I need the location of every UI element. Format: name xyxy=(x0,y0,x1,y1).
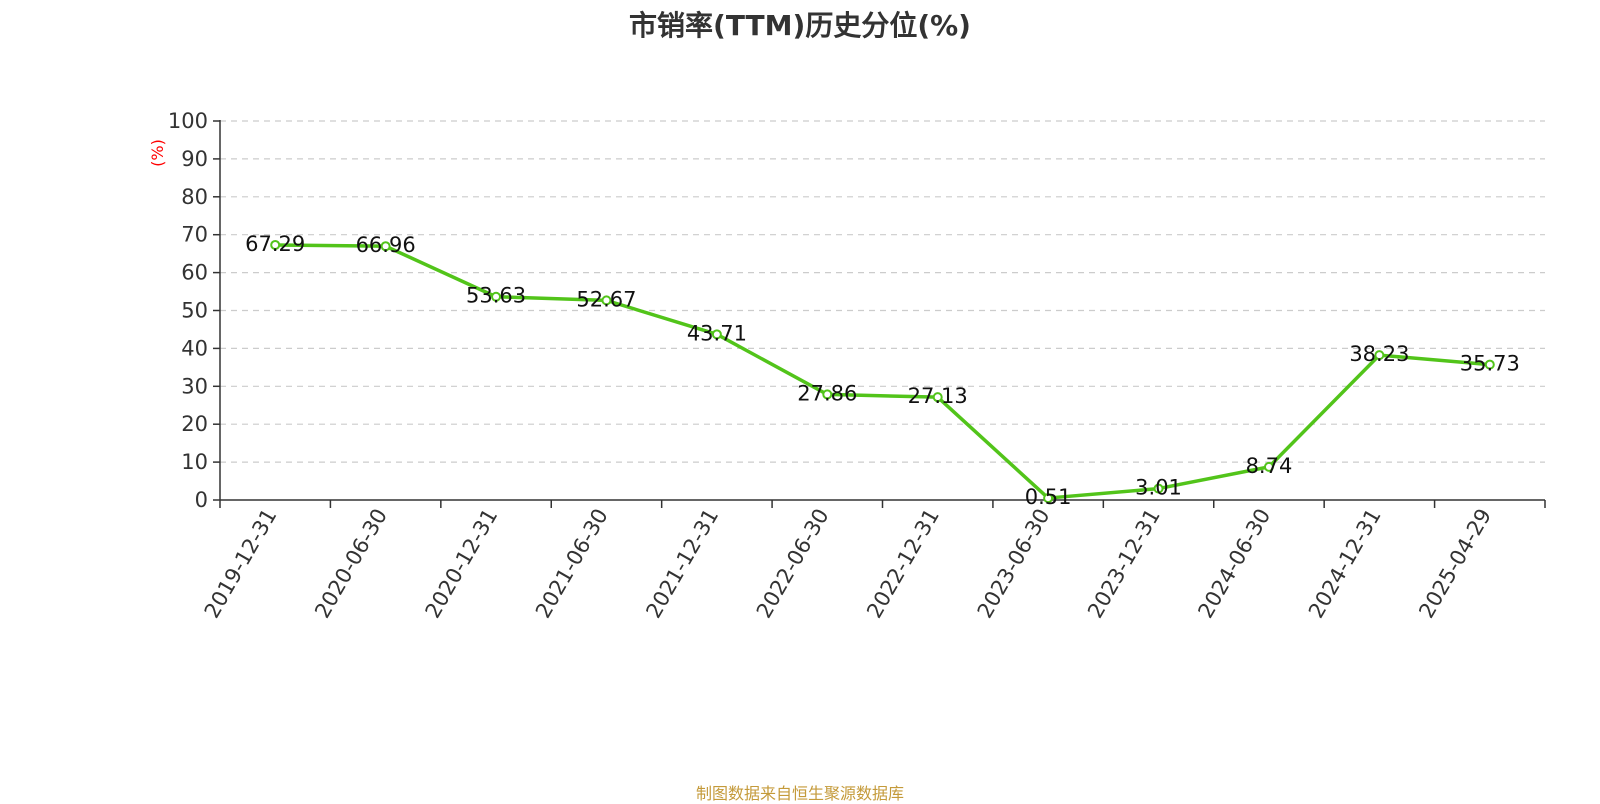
x-tick-label: 2019-12-31 xyxy=(200,505,282,623)
x-tick-label: 2022-12-31 xyxy=(862,504,944,622)
data-point[interactable] xyxy=(380,241,391,252)
data-label: 35.73 xyxy=(1460,352,1520,376)
y-tick-label: 50 xyxy=(181,299,208,323)
data-label: 53.63 xyxy=(466,284,526,308)
data-point[interactable] xyxy=(1374,350,1385,361)
x-tick-label: 2020-12-31 xyxy=(421,504,503,622)
x-tick-label: 2023-06-30 xyxy=(973,505,1055,623)
series-group xyxy=(270,239,1495,504)
y-tick-label: 90 xyxy=(181,147,208,171)
data-point[interactable] xyxy=(711,329,722,340)
x-tick-label: 2020-06-30 xyxy=(310,505,392,623)
x-tick-label: 2024-06-30 xyxy=(1193,505,1275,623)
data-point[interactable] xyxy=(491,291,502,302)
data-point[interactable] xyxy=(1153,483,1164,494)
data-label: 27.86 xyxy=(797,381,857,405)
y-tick-label: 70 xyxy=(181,223,208,247)
y-tick-label: 80 xyxy=(181,185,208,209)
x-tick-label: 2024-12-31 xyxy=(1304,505,1386,623)
data-point[interactable] xyxy=(822,389,833,400)
grid-lines xyxy=(220,120,1545,463)
data-point[interactable] xyxy=(1263,461,1274,472)
data-label: 8.74 xyxy=(1246,454,1293,478)
data-point[interactable] xyxy=(601,295,612,306)
data-label: 52.67 xyxy=(576,287,636,311)
data-label: 66.96 xyxy=(356,233,416,257)
chart-title: 市销率(TTM)历史分位(%) xyxy=(629,9,971,42)
y-tick-label: 30 xyxy=(181,374,208,398)
y-tick-label: 20 xyxy=(181,412,208,436)
x-tick-label: 2021-12-31 xyxy=(641,505,723,623)
y-tick-label: 40 xyxy=(181,336,208,360)
y-ticks: 0 10 20 30 40 50 60 70 80 90 100 xyxy=(168,109,220,512)
data-label: 3.01 xyxy=(1135,476,1182,500)
data-label: 67.29 xyxy=(245,232,305,256)
x-tick-label: 2023-12-31 xyxy=(1083,505,1165,623)
data-point[interactable] xyxy=(1043,493,1054,504)
y-tick-label: 10 xyxy=(181,450,208,474)
x-tick-label: 2021-06-30 xyxy=(531,505,613,623)
x-ticks: 2019-12-31 2020-06-30 2020-12-31 2021-06-30… xyxy=(200,500,1546,623)
data-label: 0.51 xyxy=(1025,485,1072,509)
data-label: 27.13 xyxy=(908,384,968,408)
y-tick-label: 0 xyxy=(195,488,208,512)
x-tick-label: 2022-06-30 xyxy=(752,505,834,623)
y-tick-label: 60 xyxy=(181,261,208,285)
y-axis-label: (%) xyxy=(148,139,167,167)
data-source-note: 制图数据来自恒生聚源数据库 xyxy=(695,784,904,803)
x-tick-label: 2025-04-29 xyxy=(1414,505,1496,623)
data-labels: 67.29 66.96 53.63 52.67 43.71 27.86 27.13 0.51 3… xyxy=(245,232,1520,509)
data-point[interactable] xyxy=(270,239,281,250)
data-label: 43.71 xyxy=(687,321,747,345)
data-label: 38.23 xyxy=(1349,342,1409,366)
data-point[interactable] xyxy=(1484,359,1495,370)
y-tick-label: 100 xyxy=(168,109,208,133)
data-point[interactable] xyxy=(932,392,943,403)
series-line xyxy=(275,243,1490,500)
